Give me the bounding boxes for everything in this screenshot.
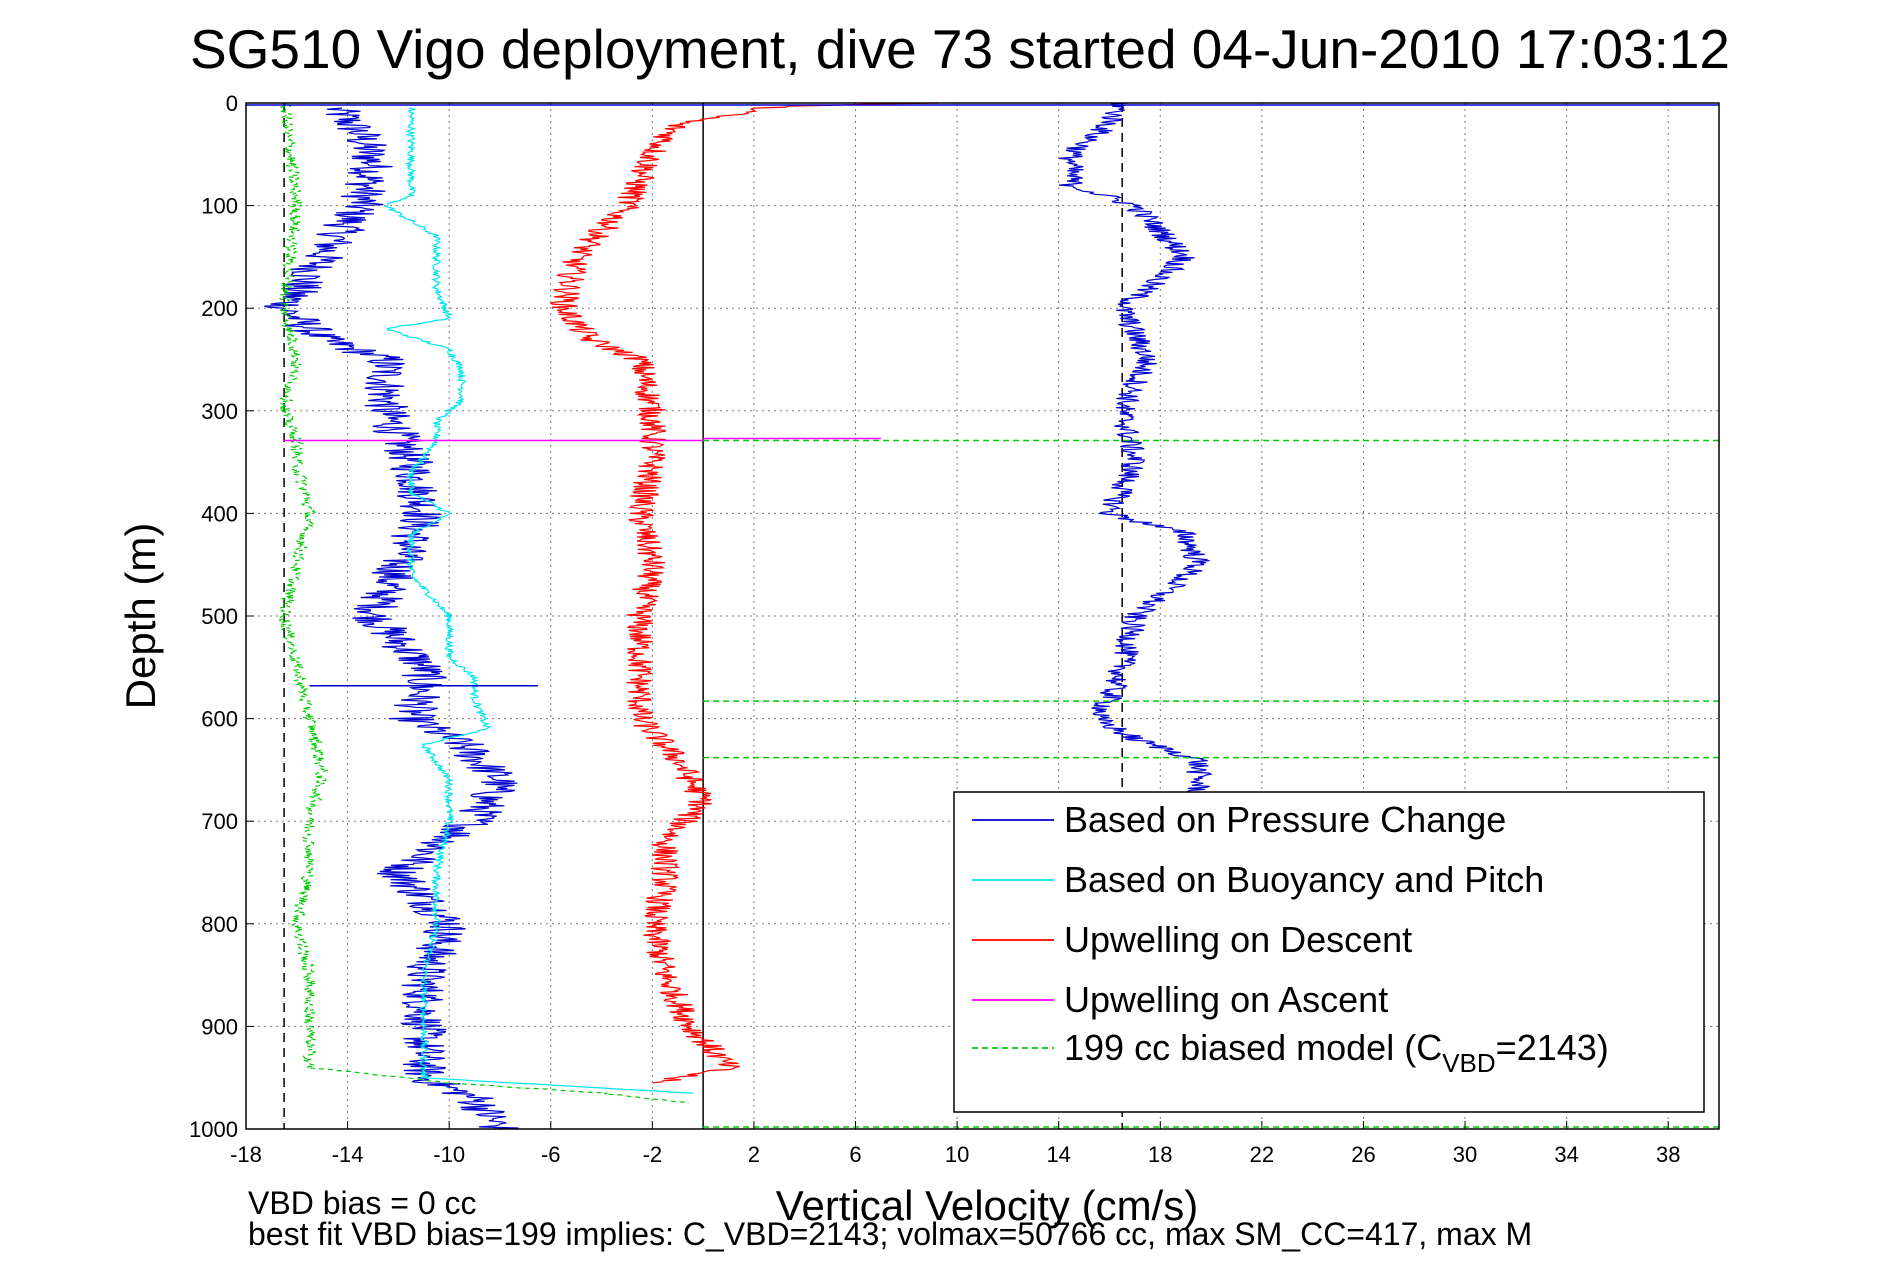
x-tick-label: -18 [230, 1142, 262, 1167]
x-tick-label: 26 [1351, 1142, 1375, 1167]
y-tick-label: 200 [201, 296, 238, 321]
x-tick-label: 38 [1656, 1142, 1680, 1167]
x-tick-label: 18 [1148, 1142, 1172, 1167]
y-tick-label: 700 [201, 809, 238, 834]
legend-label: Upwelling on Ascent [1064, 979, 1388, 1020]
x-ticks: -18 -14 -10 -6 -2 2 6 10 14 18 22 26 30 34 38 [230, 1121, 1680, 1167]
series-ascent_pressure [1059, 102, 1213, 797]
y-tick-label: 300 [201, 399, 238, 424]
legend-box [953, 791, 1705, 1113]
series-descent_buoyancy [384, 107, 694, 1094]
legend-label: Upwelling on Descent [1064, 919, 1412, 960]
x-tick-label: 6 [849, 1142, 861, 1167]
x-tick-label: 2 [748, 1142, 760, 1167]
best-fit-note: best fit VBD bias=199 implies: C_VBD=214… [248, 1216, 1532, 1252]
x-tick-label: -10 [433, 1142, 465, 1167]
x-tick-label: -2 [643, 1142, 663, 1167]
series-upwelling_descent [549, 102, 938, 1084]
x-tick-label: 14 [1046, 1142, 1070, 1167]
y-tick-label: 100 [201, 194, 238, 219]
y-tick-label: 0 [226, 91, 238, 116]
x-axis-label: Vertical Velocity (cm/s) [776, 1182, 1198, 1229]
chart-title: SG510 Vigo deployment, dive 73 started 0… [190, 18, 1730, 80]
x-tick-label: -14 [332, 1142, 364, 1167]
series-group [246, 102, 1719, 1130]
y-tick-label: 900 [201, 1014, 238, 1039]
y-tick-label: 1000 [189, 1117, 238, 1142]
legend: Based on Pressure Change Based on Buoyanc… [953, 791, 1705, 1113]
x-tick-label: -6 [541, 1142, 561, 1167]
series-descent_pressure [264, 107, 519, 1130]
x-tick-label: 30 [1453, 1142, 1477, 1167]
y-axis-label: Depth (m) [117, 523, 164, 710]
x-tick-label: 34 [1554, 1142, 1578, 1167]
series-model_biased [277, 102, 690, 1104]
legend-label: Based on Buoyancy and Pitch [1064, 859, 1544, 900]
legend-label: 199 cc biased model (CVBD=2143) [1064, 1027, 1609, 1078]
y-tick-label: 600 [201, 707, 238, 732]
y-tick-label: 500 [201, 604, 238, 629]
y-tick-label: 800 [201, 912, 238, 937]
vbd-bias-note: VBD bias = 0 cc [248, 1185, 477, 1221]
x-tick-label: 10 [945, 1142, 969, 1167]
y-tick-label: 400 [201, 501, 238, 526]
y-ticks: 0 100 200 300 400 500 600 700 800 900 1000 [189, 91, 254, 1142]
x-tick-label: 22 [1250, 1142, 1274, 1167]
legend-label: Based on Pressure Change [1064, 799, 1506, 840]
